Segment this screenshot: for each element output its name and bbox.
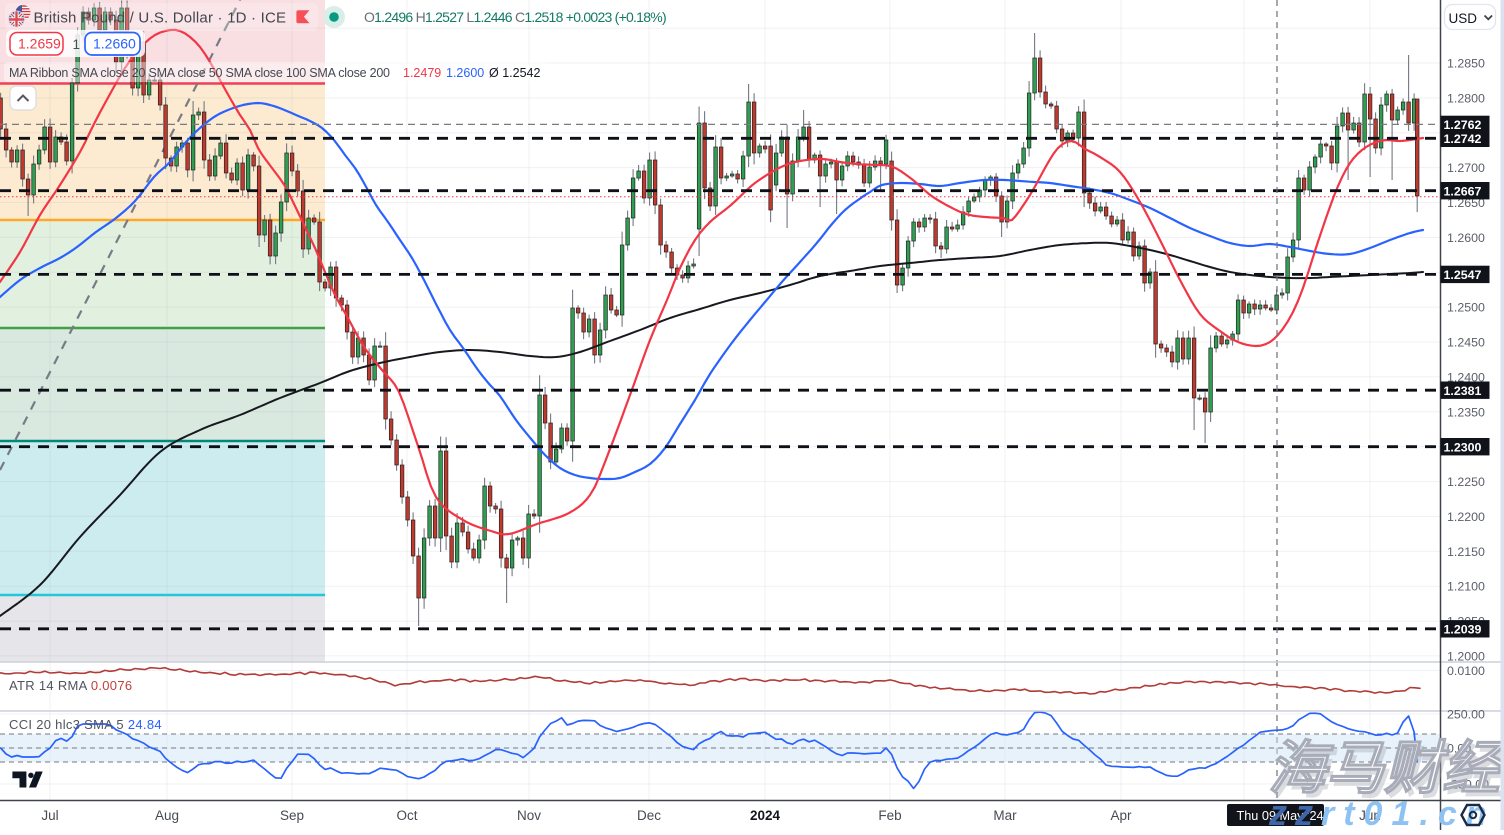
svg-text:1.2039: 1.2039 [1444, 622, 1482, 636]
svg-text:Apr: Apr [1110, 808, 1132, 823]
svg-text:1.2547: 1.2547 [1444, 268, 1482, 282]
svg-text:Jul: Jul [41, 808, 58, 823]
svg-text:1.2450: 1.2450 [1447, 336, 1485, 350]
svg-text:1.2479: 1.2479 [403, 66, 441, 80]
svg-text:zzrt01.cn: zzrt01.cn [1268, 792, 1496, 830]
svg-text:Aug: Aug [155, 808, 179, 823]
svg-text:Mar: Mar [993, 808, 1017, 823]
svg-text:1.2660: 1.2660 [93, 36, 136, 52]
svg-text:1.2200: 1.2200 [1447, 510, 1485, 524]
svg-text:O1.2496 H1.2527 L1.2446 C1.251: O1.2496 H1.2527 L1.2446 C1.2518 +0.0023 … [364, 9, 666, 25]
svg-text:1.2381: 1.2381 [1444, 384, 1482, 398]
svg-text:1: 1 [73, 37, 81, 52]
svg-text:250.00: 250.00 [1447, 708, 1485, 722]
svg-text:Ø 1.2542: Ø 1.2542 [489, 66, 540, 80]
svg-text:1.2600: 1.2600 [1447, 231, 1485, 245]
svg-text:MA Ribbon SMA close 20 SMA clo: MA Ribbon SMA close 20 SMA close 50 SMA … [9, 66, 390, 80]
svg-text:1.2300: 1.2300 [1444, 440, 1482, 454]
svg-text:1.2659: 1.2659 [18, 36, 61, 52]
svg-text:Dec: Dec [637, 808, 661, 823]
svg-text:CCI 20 hlc3 SMA 5 24.84: CCI 20 hlc3 SMA 5 24.84 [9, 717, 162, 732]
svg-text:1.2500: 1.2500 [1447, 301, 1485, 315]
svg-text:Feb: Feb [878, 808, 901, 823]
svg-text:1.2150: 1.2150 [1447, 545, 1485, 559]
svg-text:0.0100: 0.0100 [1447, 664, 1485, 678]
svg-text:USD: USD [1449, 11, 1478, 26]
svg-text:1.2667: 1.2667 [1444, 184, 1482, 198]
svg-text:1.2800: 1.2800 [1447, 91, 1485, 105]
svg-text:Nov: Nov [517, 808, 541, 823]
svg-text:1.2850: 1.2850 [1447, 57, 1485, 71]
svg-text:1.2600: 1.2600 [446, 66, 484, 80]
svg-text:1.2100: 1.2100 [1447, 580, 1485, 594]
svg-text:1.2742: 1.2742 [1444, 132, 1482, 146]
svg-text:1.2700: 1.2700 [1447, 161, 1485, 175]
svg-text:1.2350: 1.2350 [1447, 405, 1485, 419]
svg-text:ATR 14 RMA 0.0076: ATR 14 RMA 0.0076 [9, 678, 132, 693]
svg-text:British Pound / U.S. Dollar ·: British Pound / U.S. Dollar · 1D · ICE [34, 10, 287, 27]
svg-text:2024: 2024 [750, 808, 781, 823]
svg-text:Sep: Sep [280, 808, 304, 823]
svg-text:1.2000: 1.2000 [1447, 649, 1485, 663]
svg-text:Oct: Oct [396, 808, 417, 823]
svg-text:1.2250: 1.2250 [1447, 475, 1485, 489]
